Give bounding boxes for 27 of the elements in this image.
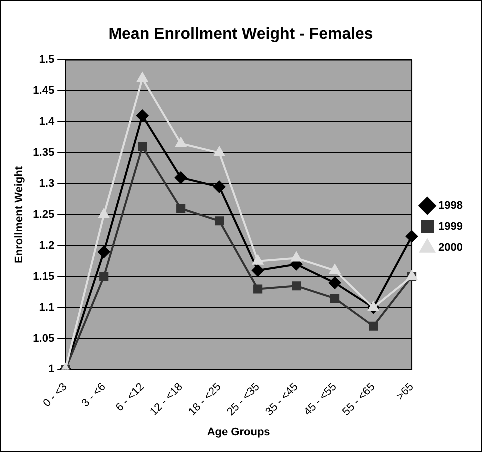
legend-label: 1998	[438, 200, 464, 212]
x-tick-label: >65	[394, 381, 416, 403]
y-axis-title: Enrollment Weight	[14, 166, 26, 264]
x-tick-label: 45 - <55	[302, 381, 340, 418]
x-axis-title: Age Groups	[207, 426, 270, 438]
legend-label: 1999	[438, 221, 464, 234]
x-tick-label: 55 - <65	[340, 381, 378, 418]
y-tick-label: 1.45	[33, 85, 55, 98]
y-tick-label: 1.25	[33, 208, 55, 221]
x-tick-label: 18 - <25	[186, 381, 224, 418]
x-tick-label: 6 - <12	[114, 381, 147, 414]
legend-label: 2000	[438, 242, 464, 254]
x-tick-label: 35 - <45	[264, 381, 301, 418]
y-tick-label: 1.3	[39, 178, 55, 190]
y-tick-label: 1.35	[33, 147, 55, 160]
y-tick-label: 1.5	[39, 54, 55, 66]
x-tick-label: 3 - <6	[80, 381, 108, 410]
y-tick-label: 1.15	[33, 270, 55, 283]
x-tick-label: 25 - <35	[225, 381, 262, 418]
y-tick-label: 1.1	[39, 302, 55, 314]
x-tick-label: 0 - <3	[41, 381, 70, 410]
y-tick-label: 1.2	[39, 240, 55, 252]
chart-title: Mean Enrollment Weight - Females	[108, 26, 374, 44]
y-tick-label: 1.4	[39, 116, 56, 128]
y-tick-label: 1	[48, 364, 55, 376]
x-tick-label: 12 - <18	[148, 381, 186, 418]
y-tick-label: 1.05	[33, 332, 55, 345]
